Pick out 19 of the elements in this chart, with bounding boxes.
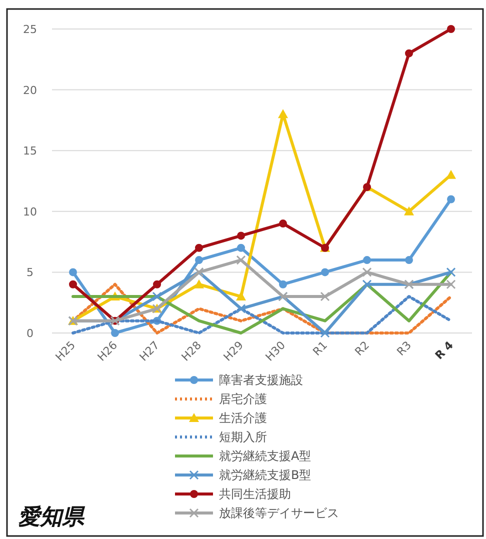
y-tick-label: 5: [26, 266, 34, 280]
legend-label: 共同生活援助: [219, 487, 291, 501]
y-tick-label: 10: [23, 205, 37, 218]
legend-label: 就労継続支援B型: [219, 468, 312, 482]
text: 愛知県: [18, 505, 86, 530]
x-tick-label: R3: [394, 338, 414, 358]
legend-label: 放課後等デイサービス: [219, 506, 339, 520]
y-tick-label: 20: [23, 84, 37, 97]
legend-label: 就労継続支援A型: [219, 449, 312, 463]
y-tick-label: 15: [23, 144, 37, 158]
legend-label: 生活介護: [219, 411, 267, 425]
y-tick-label: 25: [23, 23, 37, 36]
legend-label: 居宅介護: [219, 392, 267, 406]
x-tick-label: R 4: [432, 338, 456, 362]
x-tick-label: R1: [310, 338, 330, 358]
y-tick-label: 0: [26, 327, 34, 340]
x-tick-label: R2: [352, 338, 372, 358]
legend-label: 短期入所: [219, 430, 267, 444]
legend-label: 障害者支援施設: [219, 373, 303, 387]
